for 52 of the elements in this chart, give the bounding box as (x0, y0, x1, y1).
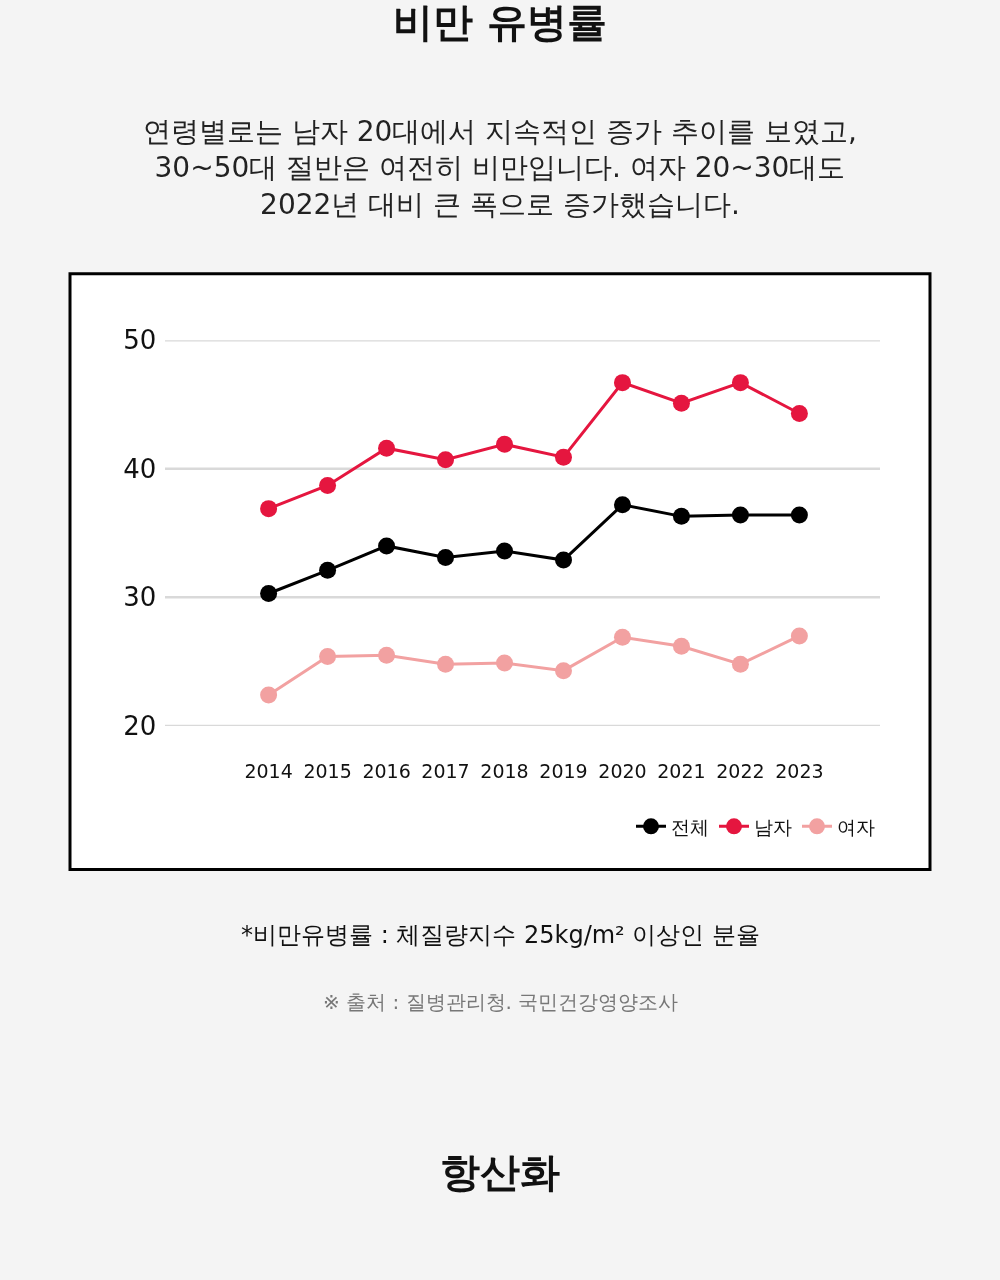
point (555, 662, 572, 680)
point (496, 542, 514, 560)
point (260, 686, 278, 704)
x-tick-label: 2020 (598, 759, 647, 782)
y-tick-label: 40 (123, 453, 157, 484)
legend-label: 여자 (837, 815, 875, 838)
x-tick-label: 2022 (716, 759, 765, 782)
point (437, 451, 455, 469)
point (613, 496, 631, 514)
x-tick-label: 2023 (775, 759, 824, 782)
point (496, 654, 514, 672)
point (672, 507, 690, 525)
point (731, 506, 749, 524)
point (731, 374, 749, 392)
chart-subtitle: 연령별로는 남자 20대에서 지속적인 증가 추이를 보였고, 30~50대 절반은 여전히 비만입니다. 여자 20~30대도 2022년 대비 큰 폭으로 증가했습니다. (143, 115, 857, 221)
point (378, 646, 396, 664)
x-tick-label: 2015 (303, 759, 352, 782)
point (319, 648, 337, 665)
legend-label: 전체 (671, 815, 709, 838)
point (496, 435, 514, 453)
point (790, 404, 808, 422)
point (260, 500, 278, 518)
text: ※ 출처 : 질병관리청. 국민건강영양조사 (323, 990, 679, 1014)
y-tick-label: 20 (123, 711, 157, 742)
x-tick-label: 2017 (421, 759, 470, 782)
point (378, 537, 396, 555)
point (731, 655, 749, 673)
point (672, 637, 690, 655)
text: *비만유병률 : 체질량지수 25kg/m² 이상인 분율 (241, 921, 760, 949)
point (319, 561, 337, 579)
point (555, 448, 572, 466)
text: 항산화 (440, 1149, 560, 1195)
y-tick-label: 30 (123, 582, 157, 613)
x-tick-label: 2018 (480, 759, 529, 782)
point (672, 394, 690, 412)
point (613, 628, 631, 646)
point (437, 655, 455, 673)
point (378, 439, 396, 457)
x-tick-label: 2014 (244, 759, 293, 782)
point (260, 585, 278, 602)
point (790, 627, 808, 645)
point (437, 549, 455, 566)
y-tick-label: 50 (123, 325, 157, 356)
x-tick-label: 2016 (362, 759, 411, 782)
chart-title: 비만 유병률 (393, 0, 607, 45)
point (613, 374, 631, 392)
point (555, 551, 572, 569)
x-tick-label: 2019 (539, 759, 588, 782)
point (790, 506, 808, 524)
x-tick-label: 2021 (657, 759, 706, 782)
legend-label: 남자 (754, 815, 792, 838)
point (319, 477, 337, 494)
